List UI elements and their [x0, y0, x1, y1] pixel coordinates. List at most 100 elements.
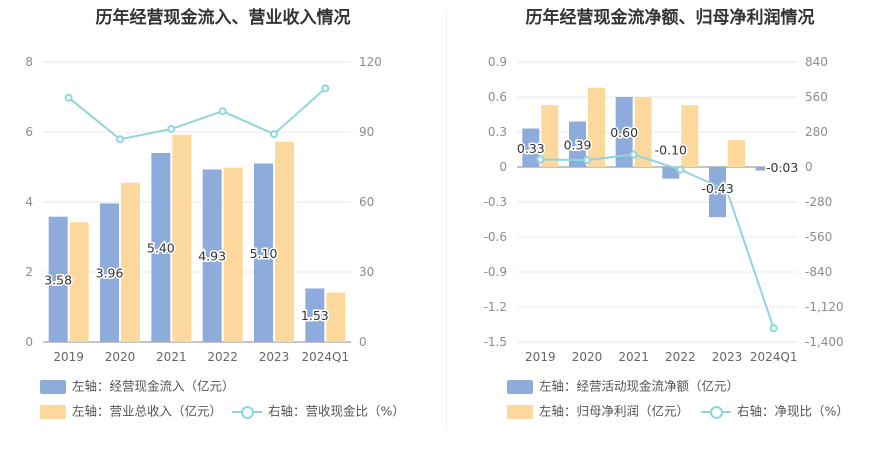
bar-series-2	[326, 292, 346, 342]
ratio-point	[270, 130, 278, 139]
x-axis-tick-label: 2021	[156, 350, 187, 364]
legend-swatch	[40, 379, 66, 394]
x-axis-tick-label: 2022	[665, 350, 696, 364]
bar-series-1	[48, 216, 68, 342]
ratio-point	[321, 84, 330, 93]
legend-item-revenue[interactable]: 左轴：营业总收入（亿元）	[40, 403, 222, 419]
left-axis-tick-label: -0.3	[484, 195, 507, 209]
legend-line-swatch	[232, 405, 262, 419]
right-axis-tick-label: -280	[805, 195, 832, 209]
bar-series-2	[69, 222, 89, 342]
bar-data-label: 3.58	[44, 272, 72, 287]
bar-series-2	[634, 97, 652, 167]
legend-item-net-cash-ratio[interactable]: 右轴：净现比（%）	[701, 403, 849, 419]
x-axis-tick-label: 2024Q1	[750, 350, 798, 364]
legend-item-ratio[interactable]: 右轴：营收现金比（%）	[232, 403, 405, 419]
bar-series-1	[100, 203, 119, 342]
chart-title: 历年经营现金流入、营业收入情况	[95, 8, 351, 28]
bar-data-label: -0.43	[701, 181, 733, 196]
bar-series-1	[522, 128, 540, 167]
x-axis-tick-label: 2019	[53, 350, 84, 364]
legend-item-net-profit[interactable]: 左轴：归母净利润（亿元）	[507, 403, 689, 419]
ratio-line	[540, 153, 775, 329]
ratio-point	[116, 135, 124, 144]
bar-data-label: 3.96	[96, 266, 124, 281]
bar-data-label: 5.10	[250, 246, 278, 261]
right-axis-tick-label: 560	[805, 90, 828, 104]
legend-item-net-cash[interactable]: 左轴：经营活动现金流净额（亿元）	[507, 378, 739, 394]
bar-series-2	[275, 141, 294, 342]
legend-label: 左轴：经营现金流入（亿元）	[72, 378, 235, 394]
left-axis-tick-label: 0.3	[488, 125, 507, 139]
legend-swatch	[507, 379, 533, 394]
x-axis-tick-label: 2023	[259, 350, 290, 364]
legend-label: 左轴：营业总收入（亿元）	[72, 403, 223, 419]
bar-series-1	[202, 169, 222, 342]
right-axis-tick-label: 30	[359, 265, 374, 279]
panel-divider	[446, 10, 447, 430]
bar-series-1	[709, 167, 726, 218]
left-axis-tick-label: 8	[25, 55, 33, 69]
legend-line-swatch	[701, 405, 731, 419]
chart-canvas: 0.9 840 0.6 560 0.3 280 0 0 -0.3 -280 -0.6 -560 -0.9…	[484, 55, 844, 364]
left-axis-tick-label: 0.9	[488, 55, 507, 69]
right-axis-tick-label: -1,400	[805, 335, 844, 349]
bar-data-label: 0.33	[517, 141, 545, 156]
left-axis-tick-label: 0.6	[488, 90, 507, 104]
left-axis-tick-label: -1.2	[484, 300, 507, 314]
right-axis-tick-label: 60	[359, 195, 374, 209]
legend-label: 左轴：归母净利润（亿元）	[539, 403, 690, 419]
bar-series-1	[569, 121, 586, 167]
bar-data-label: 5.40	[147, 241, 175, 256]
bar-series-2	[728, 140, 745, 167]
right-axis-tick-label: -560	[805, 230, 832, 244]
left-axis-tick-label: -0.9	[484, 265, 507, 279]
chart-title: 历年经营现金流净额、归母净利润情况	[525, 8, 815, 28]
ratio-point	[64, 93, 73, 102]
ratio-point	[583, 156, 591, 165]
left-axis-tick-label: 0	[499, 160, 507, 174]
legend-swatch	[507, 404, 533, 419]
ratio-point	[676, 165, 685, 174]
right-axis-tick-label: 90	[359, 125, 374, 139]
legend-label: 右轴：营收现金比（%）	[268, 403, 405, 419]
bar-data-label: 4.93	[198, 249, 226, 264]
right-axis-tick-label: -1,120	[805, 300, 844, 314]
right-axis-tick-label: 120	[359, 55, 382, 69]
bar-series-2	[681, 105, 699, 167]
right-axis-tick-label: 840	[805, 55, 828, 69]
legend-swatch	[40, 404, 66, 419]
bar-series-1	[151, 153, 171, 342]
bar-series-1	[662, 167, 680, 179]
left-axis-tick-label: 4	[25, 195, 33, 209]
bar-data-label: 0.60	[610, 125, 638, 140]
ratio-point	[218, 107, 227, 116]
bar-series-1	[254, 163, 273, 342]
x-axis-tick-label: 2020	[105, 350, 136, 364]
chart-canvas: 0 0 2 30 4 60 6 90 8 120 2019 2020 2021 2022 2023 2024Q…	[25, 55, 382, 364]
bar-data-label: 0.39	[564, 137, 592, 152]
ratio-point	[769, 324, 778, 333]
x-axis-tick-label: 2022	[207, 350, 238, 364]
x-axis-tick-label: 2023	[712, 350, 743, 364]
ratio-line	[68, 87, 326, 141]
chart-panel-right: 历年经营现金流净额、归母净利润情况 0.9 840 0.6 560 0.3 280 0 0 -0…	[447, 0, 893, 458]
bar-data-label: -0.03	[766, 160, 798, 175]
right-axis-tick-label: 0	[359, 335, 367, 349]
bar-series-2	[172, 134, 192, 342]
bar-data-label: 1.53	[301, 308, 329, 323]
legend-label: 左轴：经营活动现金流净额（亿元）	[539, 378, 740, 394]
bar-series-1	[305, 288, 325, 342]
bar-series-1	[615, 97, 633, 167]
ratio-point	[629, 150, 638, 159]
bar-series-2	[223, 167, 243, 342]
left-axis-tick-label: -1.5	[484, 335, 507, 349]
bar-series-2	[588, 87, 605, 167]
right-axis-tick-label: 0	[805, 160, 813, 174]
x-axis-tick-label: 2021	[618, 350, 649, 364]
bar-series-1	[755, 167, 773, 171]
legend-item-cash-inflow[interactable]: 左轴：经营现金流入（亿元）	[40, 378, 235, 394]
bar-series-2	[541, 105, 559, 167]
x-axis-tick-label: 2024Q1	[302, 350, 350, 364]
left-axis-tick-label: 6	[25, 125, 33, 139]
